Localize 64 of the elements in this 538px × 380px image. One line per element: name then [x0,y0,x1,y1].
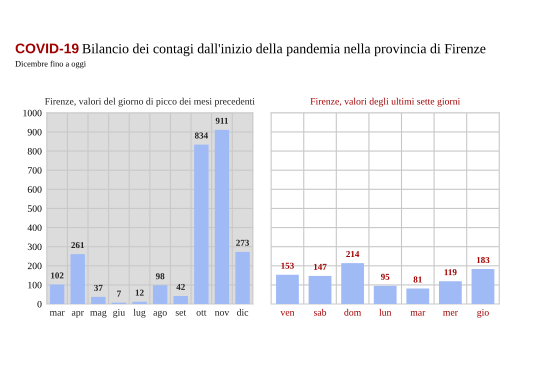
y-tick-label: 0 [37,300,42,308]
bar [276,274,299,304]
x-tick-label: set [176,310,186,316]
x-tick-label: ago [153,310,167,318]
data-label: 42 [176,284,185,290]
x-tick-label: giu [113,309,125,318]
bar [50,284,64,304]
bar [438,281,462,304]
x-tick-label: nov [214,311,230,316]
y-tick-label: 1000 [23,110,42,116]
chart-title: Firenze, valori del giorno di picco dei mesi precedenti [44,98,255,107]
bar [235,252,250,304]
bar [472,269,494,304]
x-tick-label: mer [443,311,458,316]
data-label: 95 [380,274,390,280]
data-label: 153 [281,262,294,269]
data-label: 37 [94,284,103,291]
x-tick-label: mag [90,310,107,318]
data-label: 214 [346,251,360,258]
data-label: 81 [414,276,422,283]
bar [152,285,168,304]
y-tick-label: 500 [28,205,42,212]
data-label: 273 [236,240,250,246]
bar [341,263,364,304]
x-tick-label: mar [410,311,426,316]
bar [374,286,397,304]
x-tick-label: gio [477,309,489,318]
data-label: 98 [156,273,164,280]
y-tick-label: 400 [28,224,42,232]
chart-title: Firenze, valori degli ultimi sette giorni [310,98,460,107]
x-tick-label: mar [50,311,65,316]
x-tick-label: dom [344,308,362,316]
data-label: 102 [51,272,64,279]
x-tick-label: lug [134,308,146,318]
bar [174,296,188,304]
y-tick-label: 300 [28,244,42,250]
bar [91,296,106,304]
bar [194,144,209,304]
data-label: 147 [314,264,327,270]
y-tick-label: 200 [28,262,42,270]
y-tick-label: 100 [28,282,42,288]
data-label: 12 [136,290,144,296]
bar [406,288,430,304]
x-tick-label: ven [280,311,294,316]
data-label: 183 [476,256,490,264]
y-tick-label: 900 [28,128,42,136]
x-tick-label: dic [236,308,248,316]
data-label: 911 [216,118,228,124]
data-label: 119 [444,269,457,276]
y-tick-label: 700 [28,167,42,174]
bar [70,254,85,304]
x-tick-label: apr [72,311,84,318]
y-tick-label: 600 [28,186,42,193]
y-tick-label: 800 [28,148,42,155]
data-label: 7 [117,290,121,297]
x-tick-label: lun [379,308,392,316]
bar [308,276,332,304]
data-label: 261 [71,242,84,248]
text: COVID-19 Bilancio dei contagi dall'inizio della pandemia nella provincia di Firenze [16,44,486,56]
text: Dicembre fino a oggi [15,60,86,68]
bar [214,130,230,304]
x-tick-label: sab [314,308,326,316]
x-tick-label: ott [196,310,206,316]
data-label: 834 [194,132,208,139]
